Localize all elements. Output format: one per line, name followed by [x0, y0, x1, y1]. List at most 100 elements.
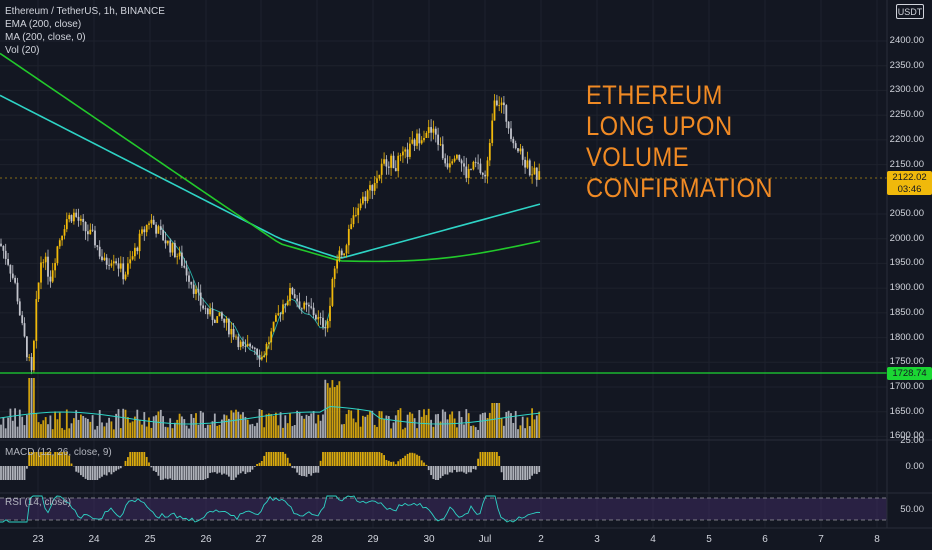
- candle-body: [115, 261, 117, 264]
- volume-bar: [260, 409, 263, 438]
- candle-body: [355, 215, 357, 216]
- candle-body: [202, 305, 204, 309]
- macd-bar: [310, 466, 313, 476]
- candle-body: [16, 282, 19, 302]
- volume-bar: [110, 421, 113, 438]
- macd-bar: [119, 466, 122, 469]
- volume-bar: [75, 410, 78, 438]
- candle-body: [108, 264, 110, 266]
- volume-bar: [18, 409, 21, 438]
- macd-bar: [317, 466, 320, 473]
- volume-bar: [40, 424, 42, 438]
- candle-body: [458, 154, 461, 161]
- candle-body: [49, 276, 52, 282]
- volume-bar: [221, 419, 223, 438]
- volume-bar: [131, 421, 134, 438]
- volume-bar: [524, 428, 526, 438]
- volume-bar: [364, 416, 367, 438]
- macd-bar: [409, 452, 411, 466]
- currency-button[interactable]: USDT: [896, 4, 924, 19]
- volume-bar: [87, 418, 89, 438]
- candle-body: [148, 223, 150, 225]
- macd-bar: [474, 466, 477, 470]
- candle-body: [129, 259, 132, 264]
- volume-bar: [199, 410, 202, 438]
- volume-bar: [65, 409, 68, 438]
- volume-bar: [176, 419, 179, 438]
- volume-legend[interactable]: Vol (20): [5, 45, 40, 56]
- candle-body: [385, 159, 388, 167]
- volume-bar: [159, 409, 162, 438]
- candle-body: [444, 158, 447, 164]
- macd-bar: [235, 466, 237, 478]
- candle-body: [244, 345, 247, 347]
- annotation-line-3: VOLUME: [586, 142, 689, 172]
- volume-bar: [413, 418, 416, 438]
- macd-bar: [324, 452, 327, 466]
- candle-body: [392, 155, 395, 169]
- macd-bar: [98, 466, 101, 479]
- macd-bar: [162, 466, 164, 480]
- macd-bar: [216, 466, 219, 474]
- volume-bar: [446, 419, 449, 438]
- price-axis-label: 1950.00: [889, 257, 924, 269]
- volume-bar: [380, 411, 383, 438]
- macd-label[interactable]: MACD (12, 26, close, 9): [5, 447, 112, 458]
- volume-bar: [352, 418, 355, 438]
- symbol-title[interactable]: Ethereum / TetherUS, 1h, BINANCE: [5, 6, 165, 17]
- volume-bar: [150, 427, 153, 438]
- volume-bar: [331, 380, 334, 438]
- candle-body: [310, 306, 313, 308]
- candle-body: [394, 168, 397, 172]
- volume-bar: [493, 403, 496, 438]
- macd-bar: [260, 461, 263, 466]
- candle-body: [535, 167, 538, 180]
- macd-bar: [258, 462, 261, 466]
- candle-body: [322, 317, 324, 328]
- rsi-axis-label-50: 50.00: [900, 504, 924, 515]
- candle-body: [343, 253, 345, 256]
- macd-bar: [263, 455, 266, 466]
- ema-legend[interactable]: EMA (200, close): [5, 19, 82, 30]
- macd-bar: [87, 466, 89, 480]
- volume-bar: [265, 414, 268, 438]
- time-axis-label: 5: [706, 534, 712, 545]
- rsi-label[interactable]: RSI (14, close): [5, 497, 72, 508]
- candle-body: [453, 158, 456, 162]
- macd-bar: [451, 466, 454, 473]
- candle-body: [514, 143, 517, 149]
- candle-body: [141, 229, 143, 234]
- macd-bar: [402, 458, 404, 466]
- volume-bar: [0, 424, 2, 438]
- macd-bar: [77, 466, 80, 473]
- volume-bar: [385, 415, 388, 438]
- candle-body: [162, 229, 164, 241]
- ma-legend[interactable]: MA (200, close, 0): [5, 32, 86, 43]
- candle-body: [376, 178, 378, 184]
- candle-body: [538, 171, 541, 180]
- candle-body: [470, 169, 472, 170]
- volume-bar: [357, 408, 360, 438]
- volume-bars: [0, 378, 541, 438]
- candle-body: [246, 343, 249, 347]
- volume-bar: [467, 413, 470, 438]
- macd-bar: [9, 466, 12, 480]
- chart-annotation-text[interactable]: ETHEREUM LONG UPON VOLUME CONFIRMATION: [586, 80, 798, 204]
- candle-body: [439, 144, 442, 146]
- candle-body: [432, 128, 435, 133]
- candle-body: [159, 226, 162, 230]
- candle-body: [117, 263, 120, 269]
- volume-bar: [425, 415, 428, 438]
- volume-bar: [355, 422, 357, 438]
- volume-bar: [44, 417, 47, 438]
- candle-body: [528, 160, 531, 176]
- candle-body: [131, 256, 134, 260]
- candle-body: [150, 219, 153, 224]
- candle-body: [308, 304, 310, 307]
- candle-body: [42, 262, 45, 264]
- macd-bar: [380, 453, 383, 466]
- macd-bar: [213, 466, 216, 473]
- volume-bar: [533, 419, 536, 438]
- candle-body: [359, 203, 362, 209]
